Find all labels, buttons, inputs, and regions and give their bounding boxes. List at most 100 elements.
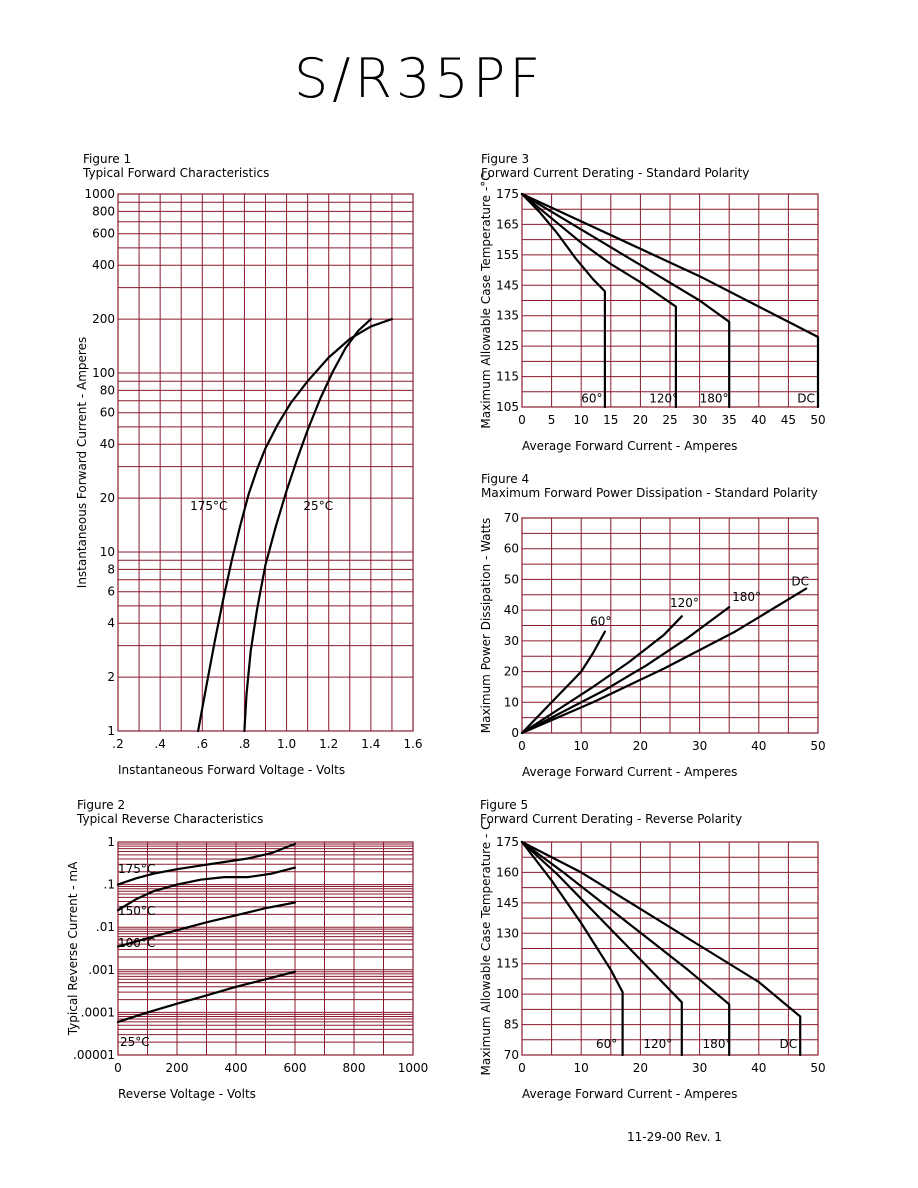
fig2-series-2-line [116, 901, 297, 948]
fig5-series-1-line [520, 840, 683, 1057]
fig1-x-tick-label: 1.2 [319, 737, 338, 751]
fig3-series-label: DC [797, 391, 815, 405]
fig5-plot-frame [521, 841, 819, 1056]
fig3-x-tick-label: 20 [633, 413, 648, 427]
fig3-figure-label: Figure 3 [481, 152, 529, 166]
fig1-y-tick-label: 1000 [84, 187, 115, 201]
fig4-y-tick-label: 20 [504, 665, 519, 679]
fig3-series-label: 60° [581, 391, 602, 405]
fig1-y-tick-label: 100 [92, 366, 115, 380]
fig1-y-tick-label: 600 [92, 227, 115, 241]
fig2-series-label: 175°C [118, 862, 155, 876]
fig1-plot-frame [117, 193, 414, 732]
fig2-x-tick-label: 1000 [398, 1061, 429, 1075]
fig1-x-tick-label: 1.0 [277, 737, 296, 751]
fig3-x-tick-label: 10 [574, 413, 589, 427]
fig2-title: Typical Reverse Characteristics [76, 812, 263, 826]
fig3-series-label: 180° [700, 391, 729, 405]
fig4-x-tick-label: 20 [633, 739, 648, 753]
fig2-series-0-line [116, 842, 297, 886]
fig1-y-tick-label: 200 [92, 312, 115, 326]
fig5-series-label: DC [780, 1037, 798, 1051]
fig3-title: Forward Current Derating - Standard Pola… [481, 166, 749, 180]
fig5-series-label: 180° [703, 1037, 732, 1051]
fig3-series-0-line [520, 192, 607, 409]
fig4-y-tick-label: 0 [511, 726, 519, 740]
fig2-x-tick-label: 600 [284, 1061, 307, 1075]
fig3-y-tick-label: 165 [496, 217, 519, 231]
fig5-series-2-line [520, 840, 731, 1057]
fig3-x-tick-label: 0 [518, 413, 526, 427]
fig2-figure-label: Figure 2 [77, 798, 125, 812]
fig4-plot-frame [521, 517, 819, 734]
fig4-x-tick-label: 10 [574, 739, 589, 753]
fig5-y-tick-label: 70 [504, 1048, 519, 1062]
fig3-series-2-line [520, 192, 731, 409]
fig1-series-1-line [243, 318, 372, 733]
fig1-y-tick-label: 10 [100, 545, 115, 559]
fig4-series-label: 180° [732, 590, 761, 604]
fig5-x-tick-label: 10 [574, 1061, 589, 1075]
fig2-x-tick-label: 400 [225, 1061, 248, 1075]
fig3-x-tick-label: 35 [722, 413, 737, 427]
fig4-y-tick-label: 50 [504, 572, 519, 586]
fig3-plot-frame [521, 193, 819, 408]
fig4-series-label: 60° [590, 615, 611, 629]
fig1-y-tick-label: 80 [100, 383, 115, 397]
fig1-grid [117, 193, 414, 732]
fig4-x-tick-label: 50 [810, 739, 825, 753]
fig1-title: Typical Forward Characteristics [82, 166, 269, 180]
fig5-y-tick-label: 160 [496, 865, 519, 879]
fig3-y-tick-label: 105 [496, 400, 519, 414]
fig1-y-tick-label: 1 [107, 724, 115, 738]
fig1-series-label: 175°C [190, 499, 227, 513]
fig1-y-axis-label: Instantaneous Forward Current - Amperes [75, 337, 89, 588]
page-footer: 11-29-00 Rev. 1 [627, 1130, 722, 1144]
fig5-y-tick-label: 100 [496, 987, 519, 1001]
fig5-x-tick-label: 50 [810, 1061, 825, 1075]
fig1-x-tick-label: 1.4 [361, 737, 380, 751]
fig5-figure-label: Figure 5 [480, 798, 528, 812]
fig1-y-tick-label: 60 [100, 406, 115, 420]
fig3-x-tick-label: 30 [692, 413, 707, 427]
fig1-y-tick-label: 800 [92, 204, 115, 218]
fig3-y-tick-label: 135 [496, 309, 519, 323]
fig3-y-tick-label: 155 [496, 248, 519, 262]
fig2-y-tick-label: .1 [104, 878, 115, 892]
fig5-series-3-line [520, 840, 802, 1057]
fig4-title: Maximum Forward Power Dissipation - Stan… [481, 486, 818, 500]
fig3-x-tick-label: 50 [810, 413, 825, 427]
fig4-series-label: DC [791, 575, 809, 589]
fig5-y-tick-label: 130 [496, 926, 519, 940]
fig5-series-label: 120° [643, 1037, 672, 1051]
fig1-x-tick-label: .2 [112, 737, 123, 751]
fig3-grid [521, 193, 819, 408]
fig3-y-tick-label: 175 [496, 187, 519, 201]
fig1-x-axis-label: Instantaneous Forward Voltage - Volts [118, 763, 345, 777]
fig1-y-tick-label: 2 [107, 670, 115, 684]
fig2-x-tick-label: 0 [114, 1061, 122, 1075]
fig5-x-tick-label: 30 [692, 1061, 707, 1075]
fig5-series-label: 60° [596, 1037, 617, 1051]
fig4-x-tick-label: 30 [692, 739, 707, 753]
fig4-x-axis-label: Average Forward Current - Amperes [522, 765, 737, 779]
fig5-y-tick-label: 85 [504, 1018, 519, 1032]
fig2-plot-frame [117, 841, 414, 1056]
fig3-x-tick-label: 25 [662, 413, 677, 427]
fig4-y-axis-label: Maximum Power Dissipation - Watts [479, 518, 493, 733]
fig3-series-3-line [520, 192, 820, 409]
fig2-x-tick-label: 800 [343, 1061, 366, 1075]
fig2-y-tick-label: 1 [107, 835, 115, 849]
fig4-y-tick-label: 30 [504, 634, 519, 648]
fig5-series-0-line [520, 840, 624, 1057]
fig5-x-axis-label: Average Forward Current - Amperes [522, 1087, 737, 1101]
fig5-y-tick-label: 145 [496, 896, 519, 910]
fig2-series-label: 100°C [118, 936, 155, 950]
fig4-y-tick-label: 70 [504, 511, 519, 525]
fig4-series-1-line [520, 615, 683, 735]
